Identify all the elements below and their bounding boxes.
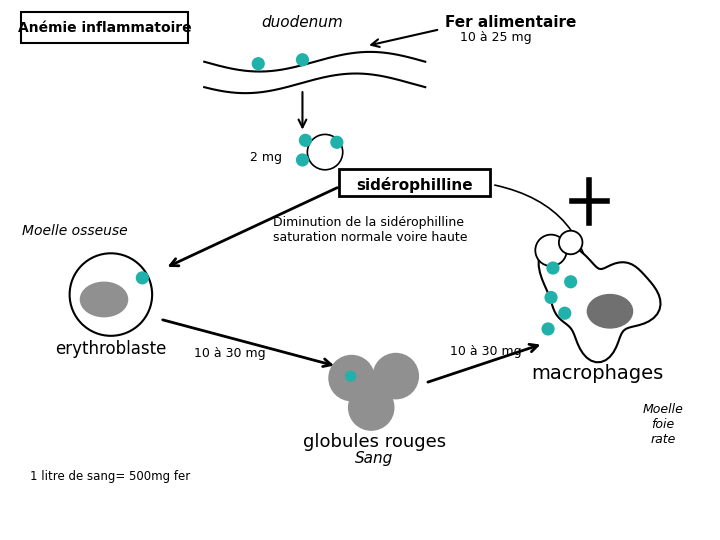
Text: Anémie inflammatoire: Anémie inflammatoire xyxy=(18,21,192,35)
Text: duodenum: duodenum xyxy=(261,15,343,30)
Circle shape xyxy=(307,134,343,170)
Circle shape xyxy=(542,323,554,335)
Ellipse shape xyxy=(81,282,127,316)
Circle shape xyxy=(373,354,418,399)
Circle shape xyxy=(70,253,152,336)
Text: globules rouges: globules rouges xyxy=(302,433,446,451)
Circle shape xyxy=(348,385,394,430)
Circle shape xyxy=(300,134,311,146)
Polygon shape xyxy=(539,242,660,362)
Text: erythroblaste: erythroblaste xyxy=(55,340,166,357)
Ellipse shape xyxy=(588,294,633,328)
Text: Diminution de la sidérophilline
saturation normale voire haute: Diminution de la sidérophilline saturati… xyxy=(273,216,467,244)
Circle shape xyxy=(329,355,374,401)
Circle shape xyxy=(547,262,559,274)
Text: 10 à 25 mg: 10 à 25 mg xyxy=(459,31,531,44)
Circle shape xyxy=(559,307,571,319)
Circle shape xyxy=(297,154,308,166)
Circle shape xyxy=(535,235,567,266)
Text: Sang: Sang xyxy=(355,451,393,466)
Circle shape xyxy=(545,292,557,303)
Text: 10 à 30 mg: 10 à 30 mg xyxy=(194,347,266,360)
Text: Fer alimentaire: Fer alimentaire xyxy=(445,15,576,30)
Circle shape xyxy=(331,137,343,148)
Circle shape xyxy=(297,54,308,66)
Text: sidérophilline: sidérophilline xyxy=(356,177,473,193)
Text: Moelle osseuse: Moelle osseuse xyxy=(22,224,128,238)
Text: Moelle
foie
rate: Moelle foie rate xyxy=(642,403,683,445)
Circle shape xyxy=(346,371,356,381)
Text: 10 à 30 mg: 10 à 30 mg xyxy=(450,345,521,358)
Circle shape xyxy=(564,276,577,288)
Text: 1 litre de sang= 500mg fer: 1 litre de sang= 500mg fer xyxy=(30,470,191,483)
Circle shape xyxy=(136,272,148,284)
FancyBboxPatch shape xyxy=(22,12,189,43)
FancyBboxPatch shape xyxy=(339,169,490,197)
Text: macrophages: macrophages xyxy=(531,363,663,383)
Circle shape xyxy=(559,231,582,254)
Circle shape xyxy=(252,58,264,70)
Text: 2 mg: 2 mg xyxy=(251,151,282,164)
